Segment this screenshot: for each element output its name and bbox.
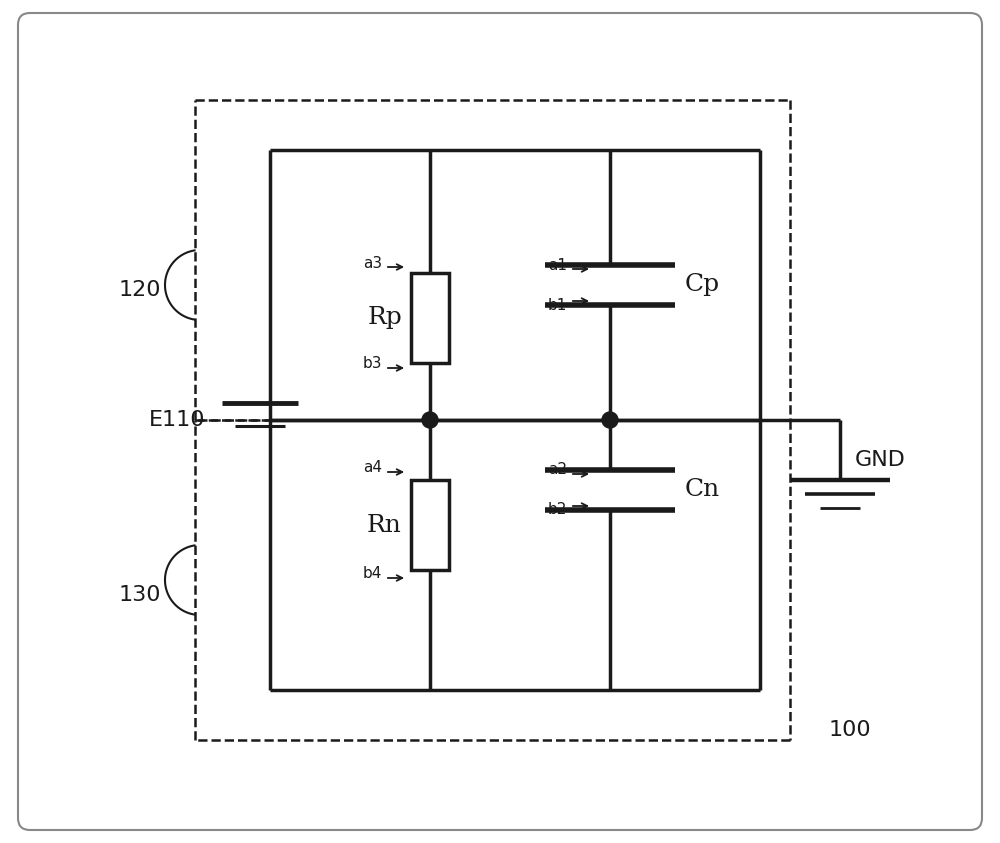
FancyBboxPatch shape — [18, 13, 982, 830]
Text: GND: GND — [855, 450, 906, 470]
Text: E110: E110 — [148, 410, 205, 430]
Bar — [411, 480, 449, 570]
Text: Rn: Rn — [367, 513, 402, 536]
Text: a2: a2 — [548, 463, 567, 477]
Text: a1: a1 — [548, 257, 567, 272]
Text: Cp: Cp — [685, 273, 720, 297]
Text: b2: b2 — [548, 502, 567, 518]
Circle shape — [602, 412, 618, 428]
Text: Cn: Cn — [685, 479, 720, 502]
Text: b3: b3 — [362, 357, 382, 372]
Circle shape — [422, 412, 438, 428]
Text: a3: a3 — [363, 255, 382, 271]
Text: 100: 100 — [829, 720, 871, 740]
Text: b1: b1 — [548, 298, 567, 313]
Text: a4: a4 — [363, 460, 382, 475]
Text: b4: b4 — [363, 566, 382, 582]
Text: Rp: Rp — [367, 306, 402, 329]
Text: 120: 120 — [119, 280, 161, 300]
Text: 130: 130 — [119, 585, 161, 605]
Bar — [411, 272, 449, 362]
